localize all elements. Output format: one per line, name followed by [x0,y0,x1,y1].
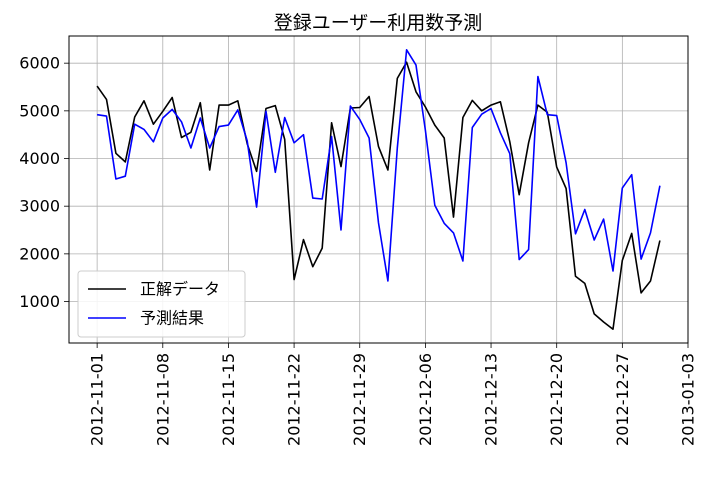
y-tick-label: 4000 [19,149,60,168]
x-tick-label: 2012-11-01 [88,353,107,446]
x-tick-label: 2012-12-06 [416,353,435,446]
chart-title: 登録ユーザー利用数予測 [274,12,483,34]
x-tick-label: 2012-11-15 [219,353,238,446]
axis-ticks: 2012-11-01 2012-11-08 2012-11-15 2012-11-22… [19,54,697,446]
x-tick-label: 2012-11-29 [350,353,369,446]
y-tick-label: 5000 [19,101,60,120]
y-tick-label: 2000 [19,244,60,263]
x-tick-label: 2012-12-20 [547,353,566,446]
x-tick-label: 2012-11-22 [285,353,304,446]
x-tick-label: 2012-11-08 [153,353,172,446]
series-line-2 [96,48,661,282]
x-tick-label: 2012-12-27 [613,353,632,446]
series-lines [96,48,661,331]
y-tick-label: 1000 [19,292,60,311]
y-tick-label: 6000 [19,54,60,73]
x-tick-label: 2013-01-03 [679,353,698,446]
x-tick-label: 2012-12-13 [482,353,501,446]
legend-box [77,270,246,338]
series-line-1 [96,61,661,331]
legend-label-1: 正解データ [140,280,220,299]
y-tick-label: 3000 [19,197,60,216]
plot-frame [68,35,689,344]
legend-label-2: 予測結果 [140,309,204,328]
